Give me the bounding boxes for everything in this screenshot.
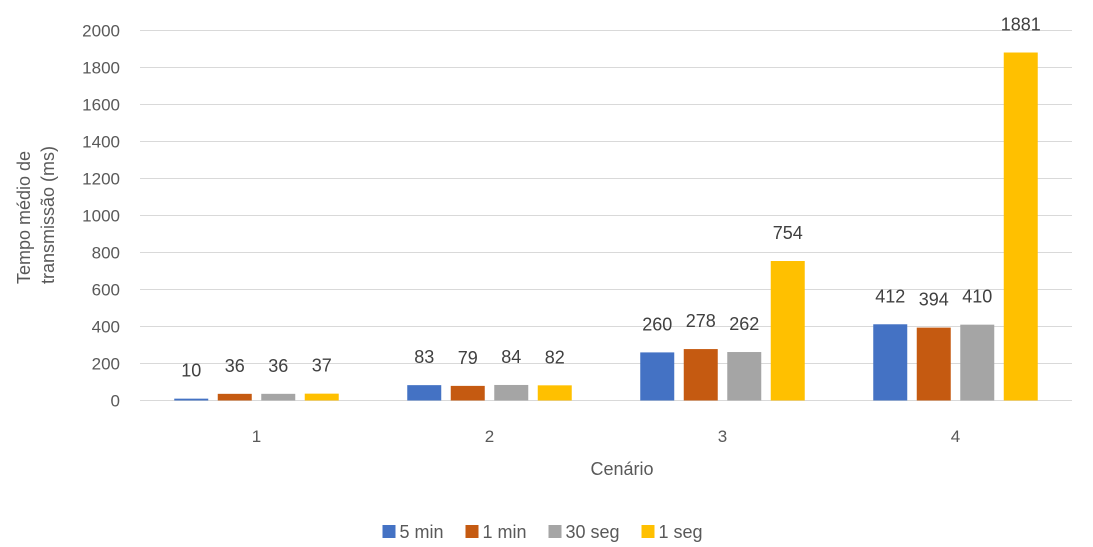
legend: 5 min 1 min 30 seg 1 seg [382, 522, 703, 542]
gridlines [140, 30, 1072, 401]
legend-label: 1 seg [659, 522, 703, 542]
y-tick-label: 600 [92, 281, 120, 300]
legend-swatch [548, 525, 562, 538]
bar [1003, 52, 1038, 401]
data-label: 10 [181, 361, 201, 381]
y-tick-label: 0 [111, 392, 120, 411]
x-tick-label: 2 [485, 427, 494, 446]
y-tick-label: 1200 [82, 170, 120, 189]
legend-label: 5 min [400, 522, 444, 542]
y-tick-label: 800 [92, 244, 120, 263]
x-axis-title: Cenário [590, 459, 653, 479]
data-label: 37 [312, 356, 332, 376]
y-axis-title-line-2: transmissão (ms) [38, 146, 58, 284]
bar [683, 349, 718, 401]
legend-swatch [465, 525, 479, 538]
data-label: 36 [268, 356, 288, 376]
bar [727, 352, 762, 401]
data-label: 754 [773, 223, 803, 243]
x-tick-label: 1 [252, 427, 261, 446]
data-label: 79 [458, 348, 478, 368]
y-tick-label: 1800 [82, 59, 120, 78]
data-label: 260 [642, 314, 672, 334]
y-tick-label: 2000 [82, 22, 120, 41]
data-label: 278 [686, 311, 716, 331]
x-tick-label: 4 [951, 427, 960, 446]
bar [261, 393, 296, 401]
legend-item: 1 seg [641, 522, 703, 542]
y-tick-label: 1400 [82, 133, 120, 152]
data-label: 83 [414, 347, 434, 367]
legend-item: 30 seg [548, 522, 620, 542]
legend-label: 1 min [483, 522, 527, 542]
legend-label: 30 seg [566, 522, 620, 542]
data-label: 36 [225, 356, 245, 376]
y-tick-label: 200 [92, 355, 120, 374]
legend-item: 1 min [465, 522, 527, 542]
data-label: 262 [729, 314, 759, 334]
bar [916, 327, 951, 401]
data-label: 1881 [1001, 15, 1041, 35]
bar [304, 393, 339, 401]
y-axis-title: Tempo médio de transmissão (ms) [14, 146, 58, 284]
bar [873, 324, 908, 401]
data-label: 412 [875, 286, 905, 306]
data-labels: 10 36 36 37 83 79 84 82 260 278 262 754 412 394 410 188… [181, 15, 1041, 381]
x-tick-label: 3 [718, 427, 727, 446]
bars [174, 52, 1038, 401]
bar [217, 393, 252, 401]
bar [450, 385, 485, 401]
y-tick-label: 1600 [82, 96, 120, 115]
data-label: 410 [962, 287, 992, 307]
data-label: 394 [919, 290, 949, 310]
bar [407, 385, 442, 401]
bar [537, 385, 572, 401]
data-label: 82 [545, 347, 565, 367]
x-axis-ticks: 1 2 3 4 [252, 427, 960, 446]
y-axis-title-line-1: Tempo médio de [14, 151, 34, 284]
legend-item: 5 min [382, 522, 444, 542]
legend-swatch [382, 525, 396, 538]
bar [770, 261, 805, 401]
bar [494, 384, 529, 401]
y-tick-label: 1000 [82, 207, 120, 226]
y-tick-label: 400 [92, 318, 120, 337]
bar [640, 352, 675, 401]
legend-swatch [641, 525, 655, 538]
data-label: 84 [501, 347, 521, 367]
y-axis-ticks: 0 200 400 600 800 1000 1200 1400 1600 1800 2000 [82, 22, 120, 411]
bar [174, 398, 209, 401]
bar [960, 324, 995, 401]
